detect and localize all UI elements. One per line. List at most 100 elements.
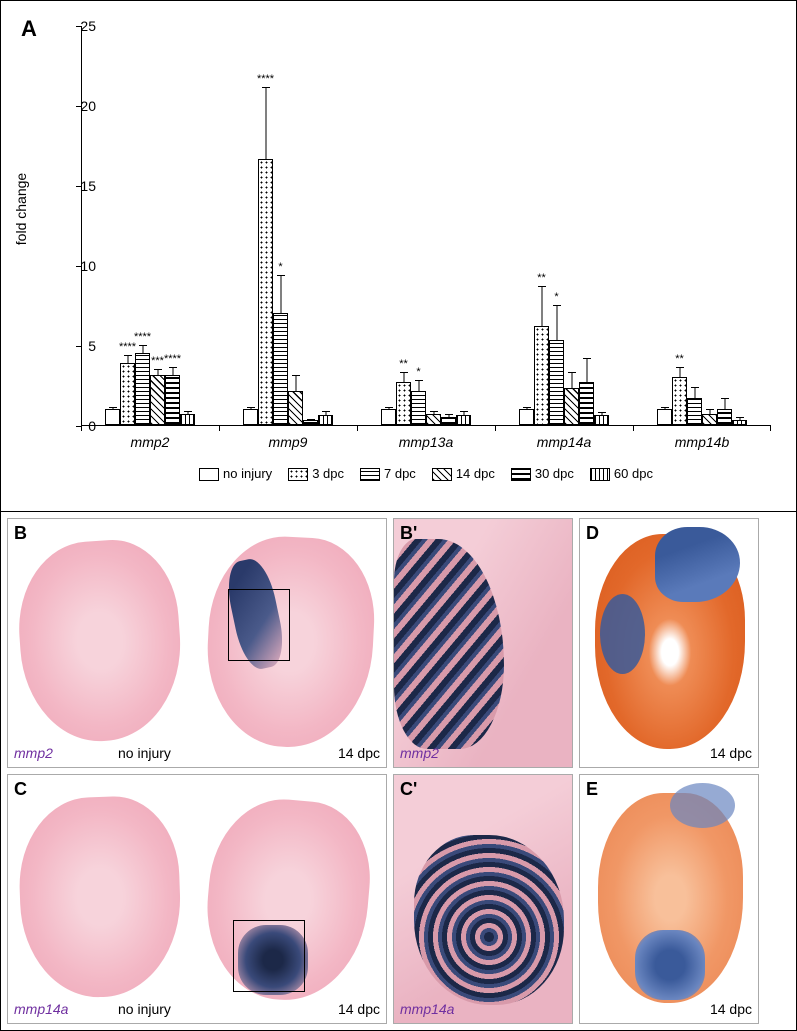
error-cap <box>736 417 744 418</box>
y-tick-label: 5 <box>66 338 96 354</box>
afog-blue-e-top <box>670 783 735 828</box>
chart-legend: no injury3 dpc7 dpc14 dpc30 dpc60 dpc <box>81 466 771 481</box>
error-bar <box>694 388 695 399</box>
significance-marker: **** <box>257 73 274 85</box>
panel-d: D 14 dpc <box>579 518 759 768</box>
legend-swatch <box>511 468 531 481</box>
panel-b-dpc: 14 dpc <box>338 745 380 761</box>
afog-blue-d-side <box>600 594 645 674</box>
x-group-label: mmp13a <box>366 434 486 450</box>
significance-marker: **** <box>134 331 151 343</box>
error-cap <box>445 414 453 415</box>
bar <box>288 391 303 425</box>
bar <box>135 353 150 425</box>
error-bar <box>709 410 710 415</box>
error-bar <box>433 412 434 415</box>
bar <box>672 377 687 425</box>
bar <box>426 414 441 425</box>
legend-item: 30 dpc <box>511 466 574 481</box>
x-group-label: mmp14a <box>504 434 624 450</box>
bar <box>411 391 426 425</box>
significance-marker: ** <box>675 353 684 365</box>
error-cap <box>460 411 468 412</box>
error-bar <box>142 346 143 354</box>
x-group-label: mmp2 <box>90 434 210 450</box>
error-bar <box>448 415 449 418</box>
chart-plot-area: **************************** <box>81 26 771 426</box>
panel-c-prime: C' mmp14a <box>393 774 573 1024</box>
legend-text: no injury <box>223 466 272 481</box>
error-bar <box>601 413 602 416</box>
x-group-label: mmp9 <box>228 434 348 450</box>
panel-bp-gene: mmp2 <box>400 745 439 761</box>
bar <box>120 363 135 425</box>
error-cap <box>721 398 729 399</box>
panel-b-gene: mmp2 <box>14 745 53 761</box>
x-axis-line <box>81 425 771 426</box>
error-cap <box>430 411 438 412</box>
bar <box>258 159 273 425</box>
micrograph-grid: B mmp2 no injury 14 dpc B' mmp2 D 14 dpc… <box>1 511 796 1030</box>
error-cap <box>598 412 606 413</box>
legend-item: 14 dpc <box>432 466 495 481</box>
legend-swatch <box>199 468 219 481</box>
error-cap <box>154 369 162 370</box>
panel-e: E 14 dpc <box>579 774 759 1024</box>
panel-b-label: B <box>14 523 27 544</box>
legend-text: 30 dpc <box>535 466 574 481</box>
significance-marker: * <box>554 291 558 303</box>
error-bar <box>526 408 527 410</box>
afog-blue-e <box>635 930 705 1000</box>
error-bar <box>739 418 740 421</box>
error-bar <box>664 408 665 410</box>
error-bar <box>586 359 587 383</box>
y-axis-line <box>81 26 82 426</box>
bar <box>180 414 195 425</box>
legend-swatch <box>432 468 452 481</box>
x-tick <box>219 426 220 431</box>
error-bar <box>556 306 557 341</box>
error-cap <box>523 407 531 408</box>
significance-marker: * <box>416 366 420 378</box>
bar <box>717 409 732 425</box>
error-bar <box>571 373 572 389</box>
bar <box>519 409 534 425</box>
error-bar <box>403 373 404 383</box>
legend-text: 14 dpc <box>456 466 495 481</box>
y-tick-label: 25 <box>66 18 96 34</box>
error-cap <box>262 87 270 88</box>
error-cap <box>538 286 546 287</box>
error-bar <box>187 412 188 415</box>
error-cap <box>661 407 669 408</box>
bar <box>165 375 180 425</box>
error-bar <box>388 408 389 410</box>
panel-e-caption: 14 dpc <box>710 1001 752 1017</box>
significance-marker: *** <box>151 355 164 367</box>
error-cap <box>676 367 684 368</box>
error-bar <box>157 370 158 376</box>
bar <box>105 409 120 425</box>
panel-a: A fold change **************************… <box>1 1 796 511</box>
error-bar <box>325 412 326 417</box>
bar <box>579 382 594 425</box>
panel-bp-label: B' <box>400 523 417 544</box>
bar <box>243 409 258 425</box>
bar <box>396 382 411 425</box>
panel-b: B mmp2 no injury 14 dpc <box>7 518 387 768</box>
panel-b-prime: B' mmp2 <box>393 518 573 768</box>
error-bar <box>724 399 725 410</box>
legend-swatch <box>590 468 610 481</box>
bar <box>534 326 549 425</box>
y-tick-label: 15 <box>66 178 96 194</box>
panel-c-label: C <box>14 779 27 800</box>
ish-signal-bp <box>394 539 504 749</box>
legend-swatch <box>360 468 380 481</box>
bar <box>594 415 609 425</box>
bar <box>687 398 702 425</box>
significance-marker: ** <box>399 358 408 370</box>
legend-swatch <box>288 468 308 481</box>
legend-text: 7 dpc <box>384 466 416 481</box>
panel-c-gene: mmp14a <box>14 1001 68 1017</box>
error-cap <box>292 375 300 376</box>
y-tick-label: 20 <box>66 98 96 114</box>
